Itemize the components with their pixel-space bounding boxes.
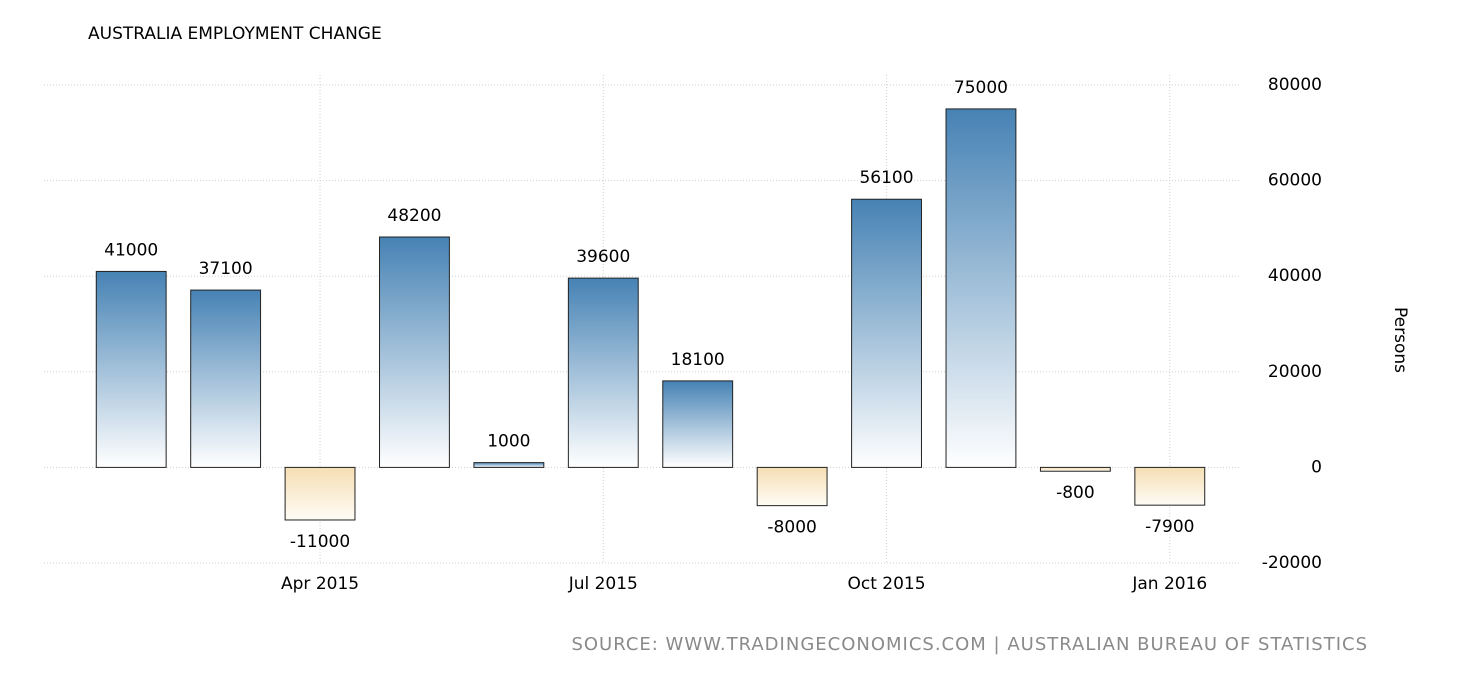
data-label: 48200 [387, 206, 441, 226]
y-axis-label: Persons [1390, 307, 1410, 373]
bar [379, 236, 450, 468]
bar [1134, 466, 1206, 506]
data-label: -8000 [767, 518, 816, 538]
bar [1039, 466, 1111, 472]
data-label: -800 [1056, 483, 1095, 503]
data-label: 56100 [859, 168, 913, 188]
bar [851, 198, 922, 468]
data-label: 39600 [576, 247, 630, 267]
y-tick-label: -20000 [1262, 553, 1322, 573]
bar [473, 462, 545, 468]
bar [756, 466, 828, 507]
y-tick-label: 0 [1311, 457, 1322, 477]
bar [662, 380, 734, 468]
bar [284, 466, 356, 521]
data-label: 41000 [104, 240, 158, 260]
x-tick-label: Jul 2015 [568, 574, 638, 594]
y-tick-label: 60000 [1268, 171, 1322, 191]
bar [95, 270, 167, 468]
bar [945, 108, 1017, 468]
data-label: 75000 [954, 78, 1008, 98]
data-label: 37100 [199, 259, 253, 279]
y-tick-label: 80000 [1268, 75, 1322, 95]
x-tick-label: Apr 2015 [281, 574, 359, 594]
data-label: -7900 [1145, 517, 1194, 537]
data-label: 18100 [671, 350, 725, 370]
x-tick-label: Jan 2016 [1131, 574, 1207, 594]
bar [190, 289, 262, 468]
x-tick-label: Oct 2015 [848, 574, 926, 594]
source: SOURCE: WWW.TRADINGECONOMICS.COM | AUSTR… [571, 634, 1368, 655]
bar [567, 277, 639, 468]
data-label: 1000 [487, 432, 530, 452]
chart-title: AUSTRALIA EMPLOYMENT CHANGE [88, 24, 382, 44]
y-tick-label: 40000 [1268, 266, 1322, 286]
data-label: -11000 [290, 532, 350, 552]
y-tick-label: 20000 [1268, 362, 1322, 382]
